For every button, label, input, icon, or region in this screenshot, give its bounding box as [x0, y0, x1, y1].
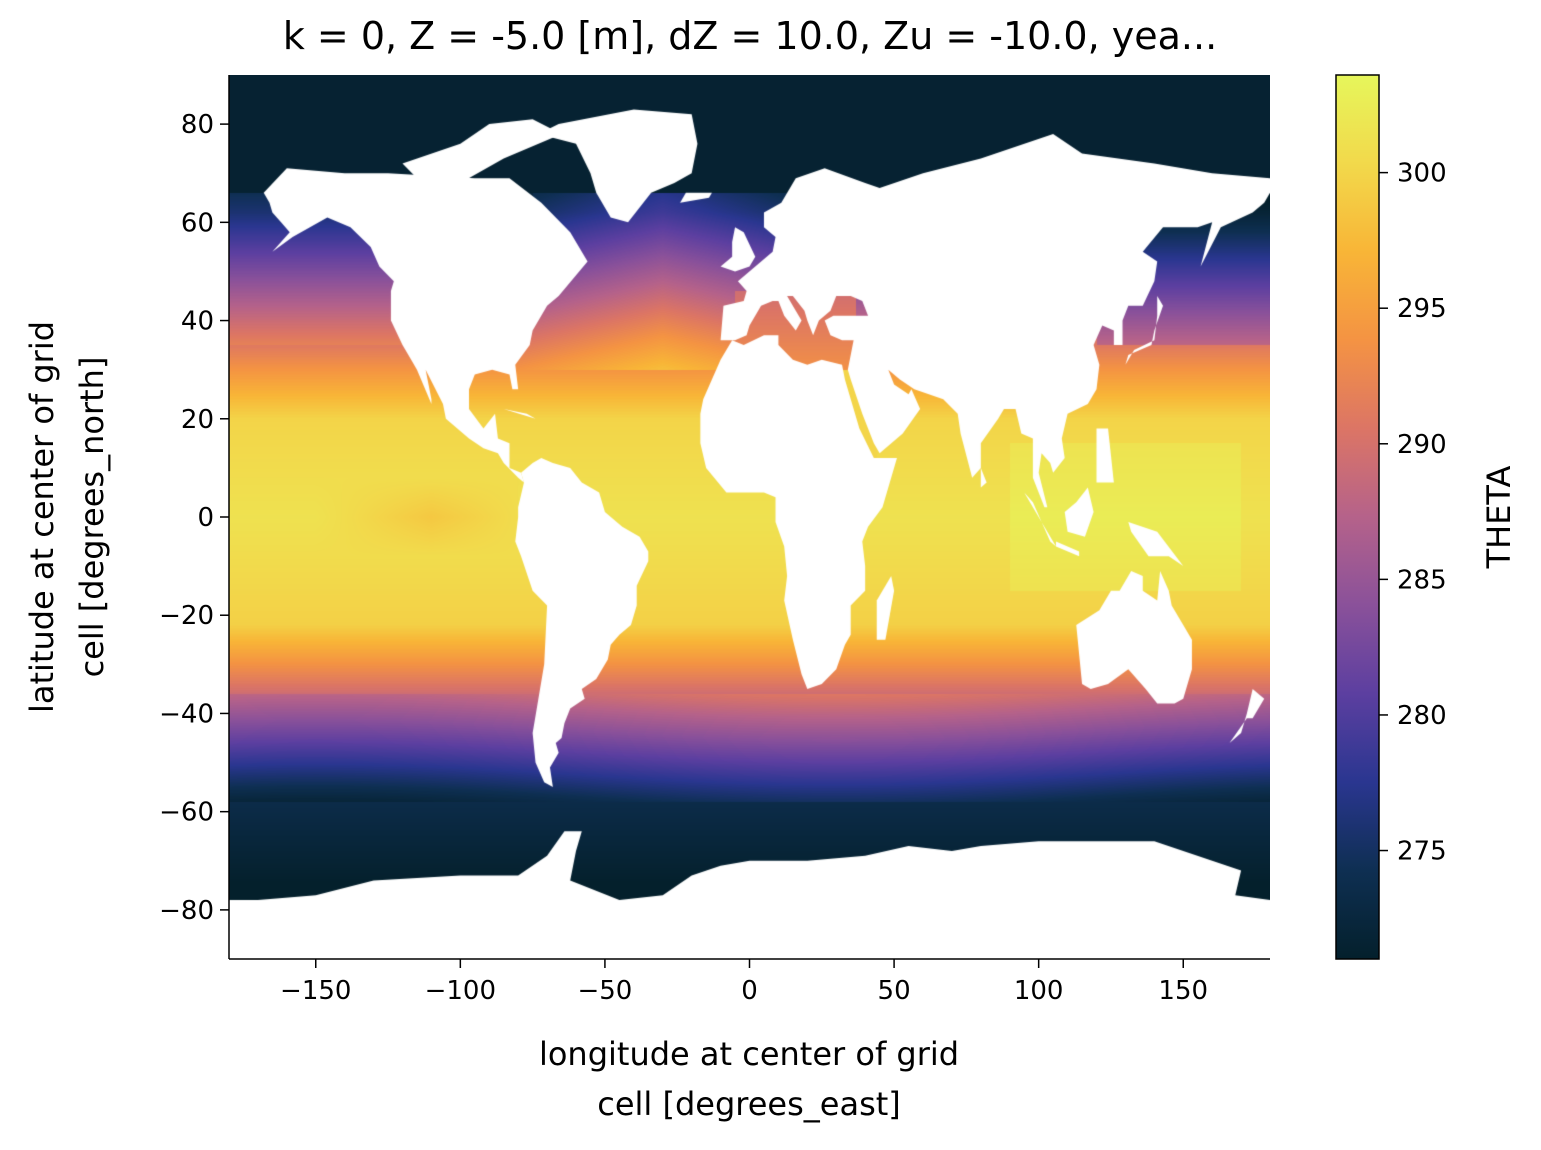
y-tick-label: −80 — [159, 896, 214, 926]
x-tick-label: 150 — [1158, 976, 1208, 1006]
y-axis-label-line1: latitude at center of grid — [23, 321, 61, 713]
x-axis-label-line1: longitude at center of grid — [539, 1035, 959, 1073]
x-tick-label: 0 — [741, 976, 758, 1006]
y-tick-label: 60 — [181, 208, 214, 238]
x-tick-label: −150 — [280, 976, 351, 1006]
colorbar-tick-label: 285 — [1397, 565, 1447, 595]
x-tick-label: −50 — [577, 976, 632, 1006]
colorbar — [1335, 74, 1380, 960]
y-tick-label: 40 — [181, 307, 214, 337]
colorbar-label: THETA — [1480, 466, 1518, 570]
colorbar-tick-label: 295 — [1397, 294, 1447, 324]
chart-title: k = 0, Z = -5.0 [m], dZ = 10.0, Zu = -10… — [282, 14, 1218, 58]
y-axis-label-line2: cell [degrees_north] — [73, 357, 111, 678]
colorbar-tick-label: 290 — [1397, 430, 1447, 460]
y-tick-label: −40 — [159, 699, 214, 729]
y-tick-label: 20 — [181, 405, 214, 435]
y-tick-label: 0 — [197, 503, 214, 533]
colorbar-tick-label: 300 — [1397, 159, 1447, 189]
y-tick-label: −60 — [159, 798, 214, 828]
colorbar-tick-label: 280 — [1397, 701, 1447, 731]
x-tick-label: 100 — [1014, 976, 1064, 1006]
y-tick-label: 80 — [181, 110, 214, 140]
colorbar-tick-label: 275 — [1397, 837, 1447, 867]
x-tick-label: 50 — [878, 976, 911, 1006]
x-axis-label-line2: cell [degrees_east] — [597, 1085, 901, 1123]
x-tick-label: −100 — [425, 976, 496, 1006]
temperature-heatmap — [229, 75, 1270, 959]
y-tick-label: −20 — [159, 601, 214, 631]
